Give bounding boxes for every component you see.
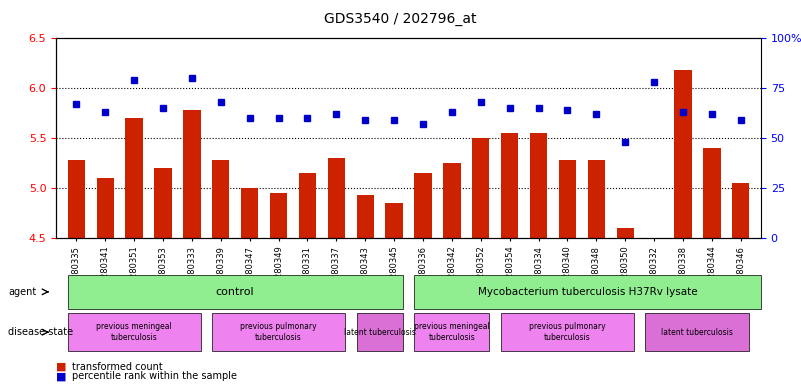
Bar (155, 168, 171, 238)
Text: latent tuberculosis: latent tuberculosis (662, 328, 734, 337)
Bar (126, 118, 143, 238)
Text: previous meningeal
tuberculosis: previous meningeal tuberculosis (96, 323, 172, 342)
Text: latent tuberculosis: latent tuberculosis (344, 328, 416, 337)
Text: ■: ■ (56, 362, 66, 372)
Bar (356, 195, 374, 238)
Bar (588, 160, 605, 238)
Text: Mycobacterium tuberculosis H37Rv lysate: Mycobacterium tuberculosis H37Rv lysate (478, 287, 698, 297)
Text: previous meningeal
tuberculosis: previous meningeal tuberculosis (414, 323, 489, 342)
Text: previous pulmonary
tuberculosis: previous pulmonary tuberculosis (529, 323, 606, 342)
Bar (328, 158, 345, 238)
Text: GDS3540 / 202796_at: GDS3540 / 202796_at (324, 12, 477, 25)
Text: transformed count: transformed count (72, 362, 163, 372)
Bar (732, 183, 750, 238)
Text: percentile rank within the sample: percentile rank within the sample (72, 371, 237, 381)
Bar (241, 188, 258, 238)
Bar (472, 138, 489, 238)
Bar (443, 163, 461, 238)
Bar (270, 193, 288, 238)
Bar (529, 133, 547, 238)
Bar (385, 203, 403, 238)
Bar (67, 160, 85, 238)
Bar (212, 160, 229, 238)
Bar (183, 110, 200, 238)
Bar (414, 173, 432, 238)
Bar (674, 70, 691, 238)
Bar (559, 160, 576, 238)
Bar (96, 178, 114, 238)
Bar (501, 133, 518, 238)
Bar (703, 148, 721, 238)
Bar (646, 238, 662, 283)
Bar (617, 228, 634, 238)
Text: previous pulmonary
tuberculosis: previous pulmonary tuberculosis (240, 323, 317, 342)
Text: control: control (215, 287, 255, 297)
Text: agent: agent (8, 287, 36, 297)
Text: ■: ■ (56, 371, 66, 381)
Text: disease state: disease state (8, 327, 73, 337)
Bar (299, 173, 316, 238)
